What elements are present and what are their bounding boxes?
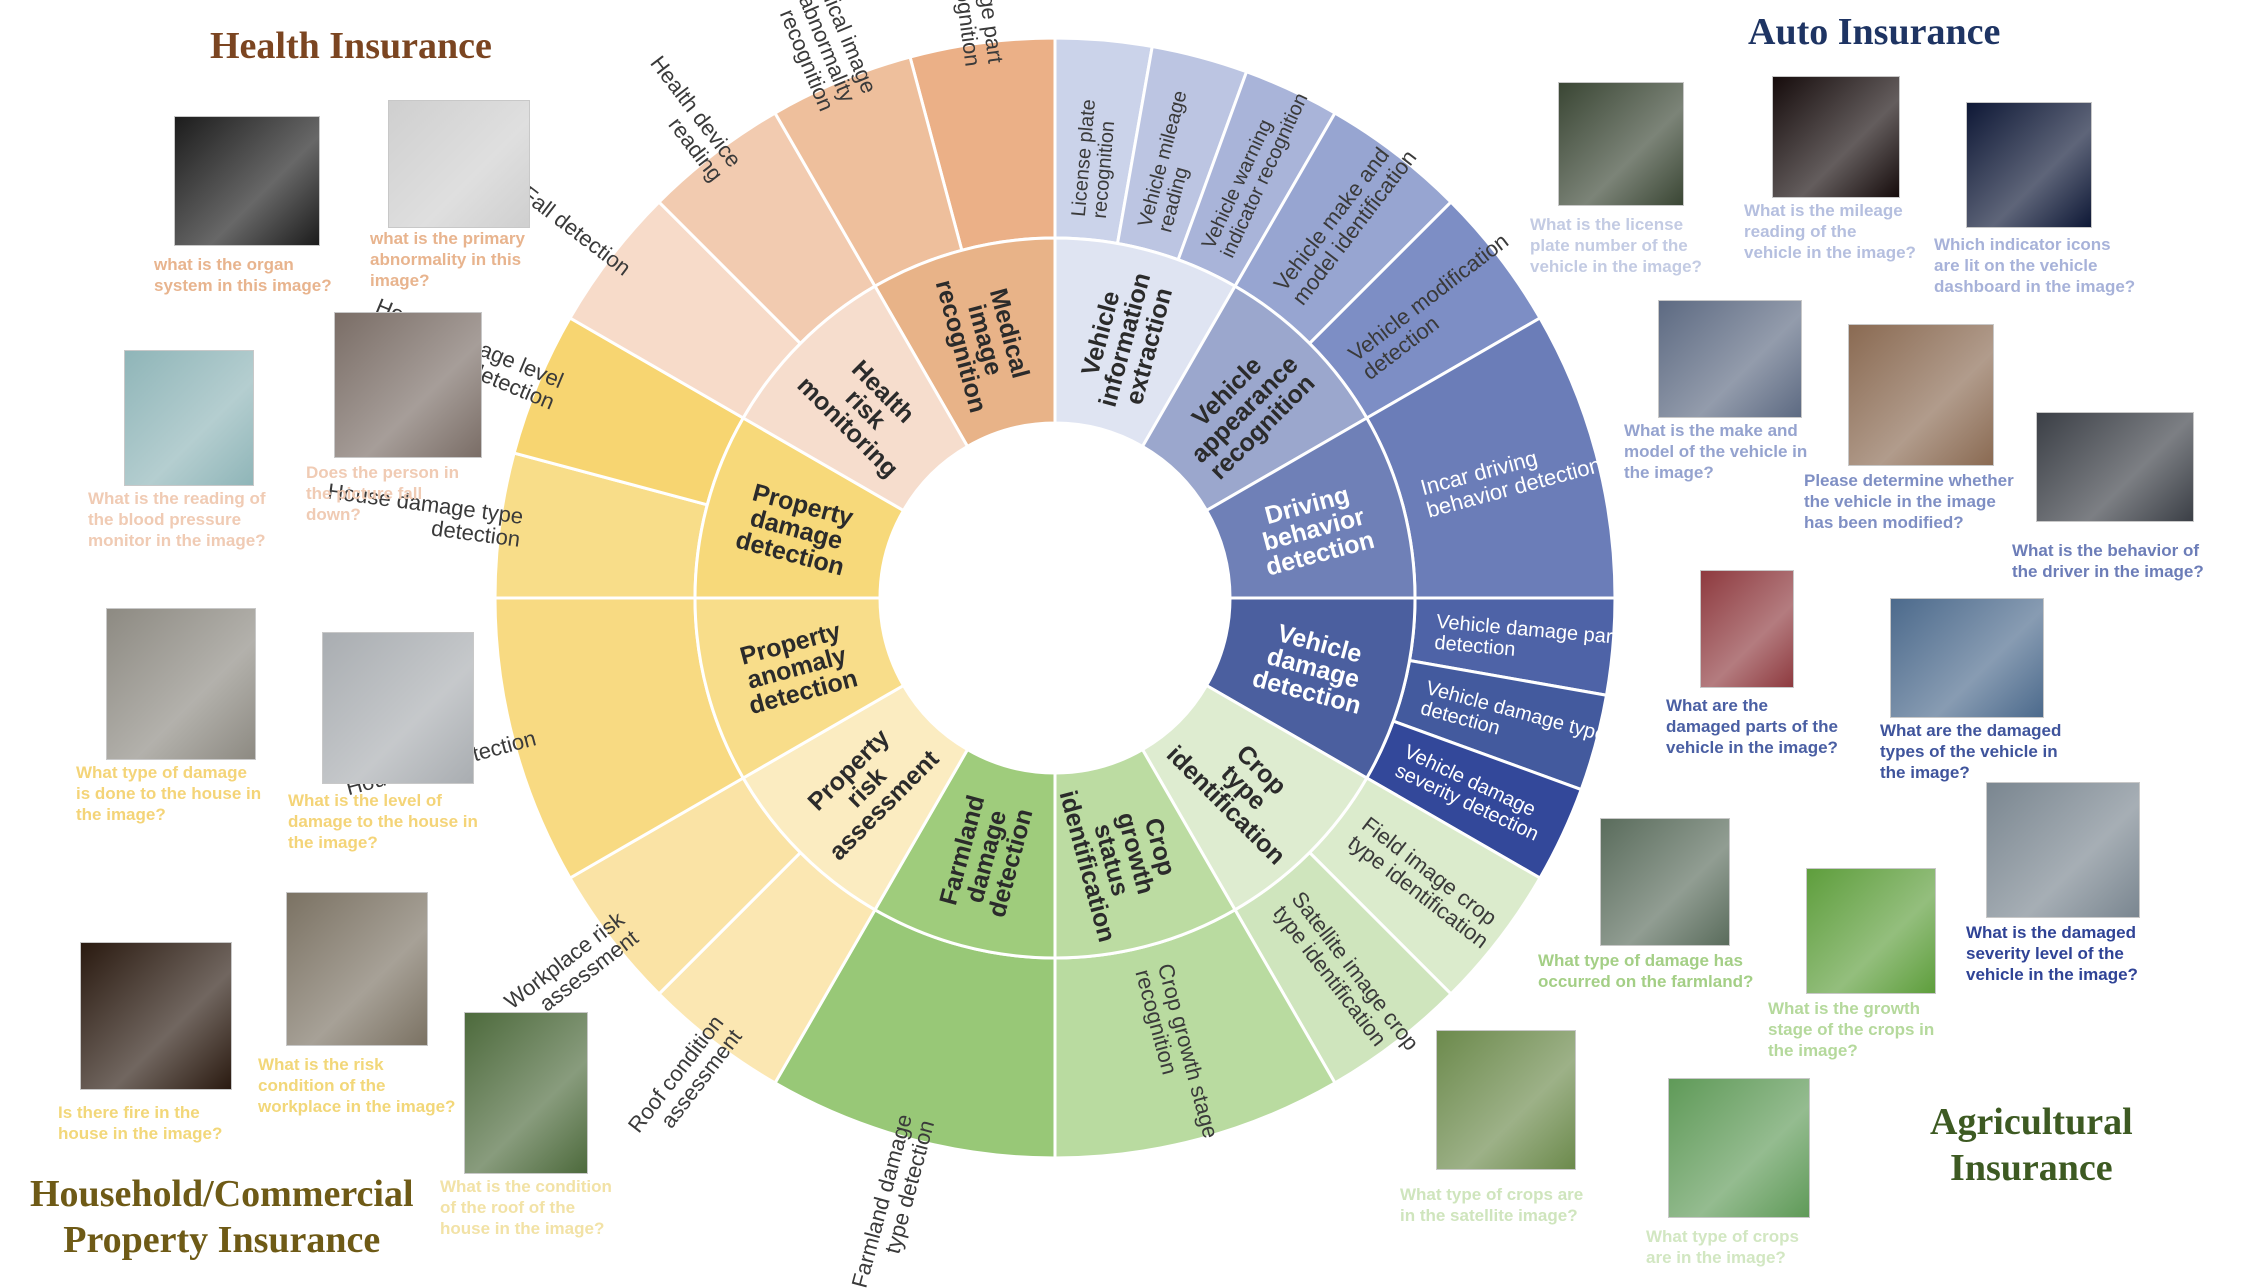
inner-segment-label: Vehicleinformationextraction [1069,263,1180,416]
example-question: What is the license plate number of the … [1530,215,1702,276]
auto-insurance-title: Auto Insurance [1748,11,2001,53]
example-question: What type of damage has occurred on the … [1538,951,1754,991]
center-hole [880,423,1230,773]
example-question: Which indicator icons are lit on the veh… [1934,235,2136,296]
outer-segment-label: Roof conditionassessment [623,1010,747,1151]
outer-ring [493,36,1617,1160]
example-question: What is the growth stage of the crops in… [1768,999,1935,1060]
example-image [1890,598,2044,718]
example-image [2036,412,2194,522]
health-insurance-title: Health Insurance [210,25,492,67]
property-insurance-title: Household/Commercial Property Insurance [30,1173,414,1261]
example-question: What type of crops are in the image? [1646,1227,1800,1267]
example-question: Does the person in the picture fall down… [306,463,460,524]
example-image [286,892,428,1046]
outer-segment-label: Health devicereading [627,51,746,186]
example-image [1848,324,1994,466]
outer-segment-label: Farmland damagetype detection [847,1111,940,1288]
example-image [1558,82,1684,206]
example-image [1658,300,1802,418]
example-question: What is the condition of the roof of the… [440,1177,612,1238]
agricultural-insurance-title: Agricultural Insurance [1930,1101,2133,1189]
example-image [1668,1078,1810,1218]
outer-segment-label: Medical imageabnormalityrecognition [762,0,882,115]
example-question: what is the primary abnormality in this … [370,229,525,290]
example-question: What is the damaged severity level of th… [1966,923,2138,984]
example-image [1806,868,1936,994]
example-image [106,608,256,760]
example-question: What is the behavior of the driver in th… [2012,541,2204,581]
example-image [334,312,482,458]
example-question: What is the make and model of the vehicl… [1624,421,1808,482]
example-question: What is the level of damage to the house… [288,791,478,852]
example-question: What is the mileage reading of the vehic… [1744,201,1916,262]
example-question: Please determine whether the vehicle in … [1804,471,2014,532]
example-image [1700,570,1794,688]
example-image [388,100,530,228]
outer-segment-label: Fall detection [517,181,636,280]
example-image [464,1012,588,1174]
example-question: What is the risk condition of the workpl… [258,1055,456,1116]
example-question: what is the organ system in this image? [154,255,332,295]
example-question: What type of crops are in the satellite … [1400,1185,1584,1225]
example-image [1986,782,2140,918]
example-image [80,942,232,1090]
example-question: Is there fire in the house in the image? [58,1103,223,1143]
example-question: What type of damage is done to the house… [76,763,262,824]
example-question: What are the damaged parts of the vehicl… [1666,696,1838,757]
example-image [174,116,320,246]
example-question: What are the damaged types of the vehicl… [1880,721,2062,782]
example-image [1600,818,1730,946]
example-image [1966,102,2092,228]
example-image [1436,1030,1576,1170]
example-image [322,632,474,784]
example-image [1772,76,1900,198]
example-question: What is the reading of the blood pressur… [88,489,266,550]
example-image [124,350,254,486]
